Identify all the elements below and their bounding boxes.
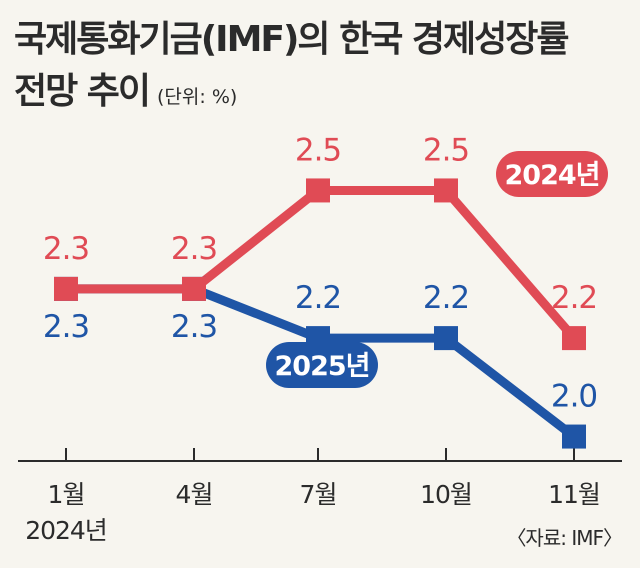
data-label: 2.2 — [423, 280, 469, 316]
title-line-1: 국제통화기금(IMF)의 한국 경제성장률 — [14, 19, 569, 60]
data-label: 2.3 — [171, 231, 217, 267]
legend-label: 2024년 — [505, 160, 600, 191]
series-markers — [54, 178, 586, 449]
legend-badge — [496, 151, 608, 197]
data-point-marker — [182, 276, 206, 301]
title-line-2: 전망 추이 (단위: %) — [14, 66, 567, 123]
data-label: 2.3 — [43, 231, 89, 267]
data-label: 2.5 — [295, 132, 341, 168]
x-axis-year-label: 2024년 — [25, 516, 107, 545]
x-tick-label: 7월 — [300, 480, 337, 509]
chart-title: 국제통화기금(IMF)의 한국 경제성장률 전망 추이 (단위: %) — [14, 14, 569, 123]
data-point-marker — [54, 276, 78, 301]
data-label: 2.3 — [43, 309, 89, 345]
data-point-marker — [434, 178, 458, 203]
data-label: 2.2 — [295, 280, 341, 316]
data-point-marker — [562, 424, 586, 449]
unit-label: (단위: %) — [157, 86, 238, 108]
title-line-2-text: 전망 추이 — [14, 71, 151, 112]
data-label: 2.2 — [551, 280, 597, 316]
data-label: 2.3 — [171, 309, 217, 345]
data-point-marker — [562, 326, 586, 351]
x-axis-ticks: 1월 4월 7월 10월 11월 2024년 — [25, 448, 601, 545]
x-tick-label: 10월 — [420, 480, 472, 509]
x-tick-label: 11월 — [548, 480, 600, 509]
x-tick-label: 4월 — [176, 480, 213, 509]
x-tick-label: 1월 — [48, 480, 85, 509]
legend-label: 2025년 — [275, 351, 370, 382]
legend-badge — [266, 342, 378, 388]
data-labels: 2.3 2.3 2.5 2.5 2.2 2.3 2.3 2.2 2.2 2.0 — [43, 132, 598, 415]
series-legend: 2024년 2025년 — [266, 151, 608, 388]
source-label: 〈자료: IMF〉 — [506, 526, 623, 550]
data-point-marker — [434, 326, 458, 351]
data-point-marker — [306, 178, 330, 203]
data-label: 2.5 — [423, 132, 469, 168]
data-label: 2.0 — [551, 379, 597, 415]
